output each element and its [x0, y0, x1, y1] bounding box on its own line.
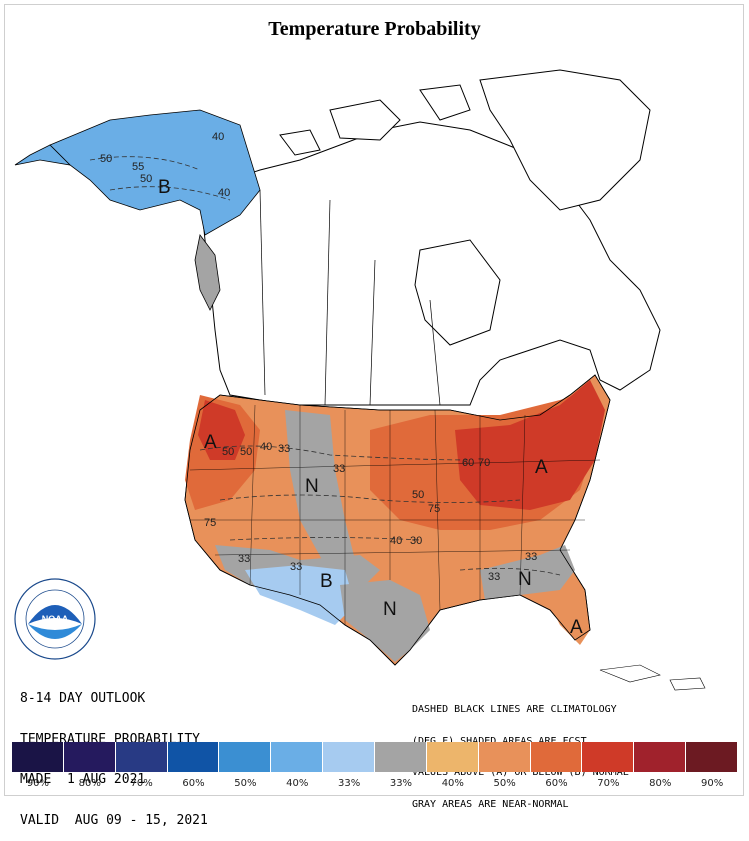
legend-label: 33%: [337, 778, 361, 789]
contour-label: 70: [478, 457, 490, 469]
alaska-below-normal-shade: [49, 109, 261, 236]
contour-label: 50: [140, 173, 152, 185]
rockies-region-label: N: [305, 476, 319, 497]
note-line-4: GRAY AREAS ARE NEAR-NORMAL: [412, 798, 569, 810]
southwest-region-label: B: [320, 571, 333, 592]
noaa-bird-icon: [28, 605, 82, 624]
contour-label: 50: [240, 446, 252, 458]
contour-label: 40: [218, 187, 230, 199]
contour-value-labels: 50 55 50 40 40 50 50 40 33 33 60 70 50 7…: [100, 131, 537, 583]
legend-swatch: [219, 742, 272, 772]
legend-swatch: [12, 742, 64, 772]
legend-label: 50%: [493, 778, 516, 789]
alaska-region-label: B: [158, 177, 171, 198]
legend-label: 33%: [389, 778, 413, 789]
probability-legend-labels: 90% 80% 70% 60% 50% 40% 33% 33% 40% 50% 60% 70% 80% 9…: [12, 778, 738, 789]
texas-region-label: N: [383, 599, 397, 620]
legend-swatch: [426, 742, 479, 772]
map-title: Temperature Probability: [268, 18, 481, 40]
contour-label: 33: [333, 463, 345, 475]
northeast-above-70: [455, 380, 605, 510]
legend-label: 90%: [700, 778, 724, 789]
caribbean-islands: [599, 664, 706, 691]
arctic-island-3: [279, 129, 321, 156]
figure-frame: [4, 4, 744, 796]
contour-label: 60: [462, 457, 474, 469]
rockies-near-normal: [285, 410, 355, 565]
state-lines: [189, 404, 601, 625]
legend-label: 80%: [649, 778, 672, 789]
legend-swatch: [478, 742, 531, 772]
climatology-contours: [89, 156, 561, 576]
legend-label: 60%: [182, 778, 205, 789]
legend-swatch: [271, 742, 324, 772]
florida-above-normal: [545, 595, 590, 645]
legend-swatch: [530, 742, 583, 772]
greenland: [479, 69, 651, 211]
noaa-logo: NOAA: [14, 578, 96, 660]
note-line-1: DASHED BLACK LINES ARE CLIMATOLOGY: [412, 704, 617, 715]
hudson-bay: [414, 239, 501, 346]
contour-label: 55: [132, 161, 144, 173]
contour-label: 33: [525, 551, 537, 563]
contour-label: 40: [390, 535, 402, 547]
legend-swatch: [63, 742, 116, 772]
northeast-region-label: A: [535, 457, 548, 478]
contour-label: 50: [222, 446, 234, 458]
legend-label: 90%: [26, 778, 50, 789]
arctic-island-2: [419, 84, 471, 121]
legend-swatch: [323, 742, 376, 772]
outlook-line-1: 8-14 DAY OUTLOOK: [20, 691, 146, 706]
contour-label: 40: [260, 441, 272, 453]
conus-outline: [184, 374, 611, 666]
southeast-region-label: N: [518, 569, 532, 590]
texas-near-normal: [340, 580, 430, 662]
note-line-2: (DEG F) SHADED AREAS ARE FCST: [412, 735, 587, 747]
legend-label: 40%: [441, 778, 464, 789]
pacific-nw-above-70: [198, 400, 245, 460]
contour-label: 30: [410, 535, 422, 547]
contour-label: 50: [412, 489, 424, 501]
boundary-lines: [259, 189, 441, 406]
legend-swatch: [115, 742, 168, 772]
contour-label: 33: [290, 561, 302, 573]
legend-label: 80%: [78, 778, 101, 789]
legend-swatch: [375, 742, 427, 772]
legend-label: 40%: [286, 778, 309, 789]
outlook-line-4: VALID AUG 09 - 15, 2021: [20, 812, 208, 828]
southeast-near-normal: [480, 545, 575, 600]
noaa-logo-text: NOAA: [42, 614, 69, 624]
outlook-map: 50 55 50 40 40 50 50 40 33 33 60 70 50 7…: [14, 69, 706, 691]
legend-label: 70%: [597, 778, 620, 789]
alaska: [14, 109, 261, 311]
legend-swatch: [634, 742, 687, 772]
contour-label: 75: [428, 503, 440, 515]
contour-label: 33: [238, 553, 250, 565]
note-line-3: VALUES ABOVE (A) OR BELOW (B) NORMAL: [412, 767, 629, 778]
contour-label: 33: [488, 571, 500, 583]
contour-label: 75: [204, 517, 216, 529]
legend-label: 60%: [545, 778, 568, 789]
legend-label: 70%: [130, 778, 153, 789]
legend-swatch: [582, 742, 635, 772]
outlook-line-3: MADE 1 AUG 2021: [20, 772, 146, 787]
probability-legend: [12, 742, 739, 772]
arctic-island-1: [329, 99, 401, 141]
contour-label: 40: [212, 131, 224, 143]
legend-label: 50%: [234, 778, 257, 789]
alaska-panhandle: [194, 234, 221, 311]
alaska-peninsula: [14, 144, 72, 166]
legend-swatch: [686, 742, 739, 772]
north-america-outline: [199, 69, 661, 406]
florida-region-label: A: [570, 617, 583, 638]
region-labels: B A A N B N N A: [158, 177, 583, 638]
legend-swatch: [167, 742, 220, 772]
contour-label: 50: [100, 153, 112, 165]
contour-label: 33: [278, 443, 290, 455]
pacific-nw-region-label: A: [204, 432, 217, 453]
